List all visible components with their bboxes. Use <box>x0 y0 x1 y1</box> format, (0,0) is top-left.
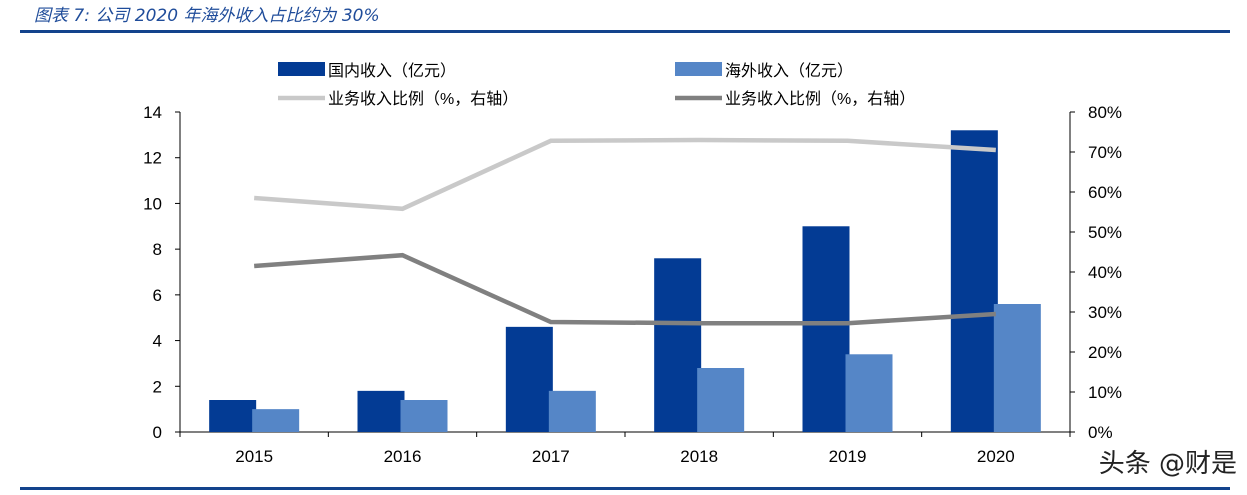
bar-overseas <box>400 400 448 432</box>
x-tick-label: 2020 <box>977 447 1015 466</box>
bar-overseas <box>548 390 596 432</box>
right-tick-label: 50% <box>1088 223 1122 242</box>
right-tick-label: 60% <box>1088 183 1122 202</box>
line-ratio-dark <box>254 252 996 326</box>
figure-title: 图表 7: 公司 2020 年海外收入占比约为 30% <box>34 6 380 26</box>
bar-domestic <box>802 226 850 432</box>
left-tick-label: 14 <box>143 103 162 122</box>
x-tick-label: 2017 <box>532 447 570 466</box>
legend-label: 业务收入比例（%，右轴） <box>725 90 915 108</box>
legend-swatch <box>278 62 325 76</box>
left-tick-label: 4 <box>153 332 162 351</box>
bar-overseas <box>845 354 893 432</box>
x-tick-label: 2015 <box>235 447 273 466</box>
bar-domestic <box>209 400 257 432</box>
right-tick-label: 80% <box>1088 103 1122 122</box>
bar-domestic <box>357 390 405 432</box>
line-ratio-light <box>254 137 996 212</box>
right-tick-label: 70% <box>1088 143 1122 162</box>
left-tick-label: 10 <box>143 194 162 213</box>
x-tick-label: 2018 <box>680 447 718 466</box>
x-tick-label: 2019 <box>829 447 867 466</box>
top-rule <box>20 30 1230 33</box>
legend-label: 国内收入（亿元） <box>328 62 456 80</box>
bar-overseas <box>993 304 1041 432</box>
left-tick-label: 12 <box>143 149 162 168</box>
watermark: 头条 @财是 <box>1098 449 1237 479</box>
right-tick-label: 30% <box>1088 303 1122 322</box>
legend-label: 业务收入比例（%，右轴） <box>328 90 518 108</box>
left-tick-label: 6 <box>153 286 162 305</box>
bar-overseas <box>697 368 745 432</box>
left-tick-label: 2 <box>153 377 162 396</box>
legend-swatch <box>675 62 722 76</box>
x-tick-label: 2016 <box>384 447 422 466</box>
left-tick-label: 0 <box>153 423 162 442</box>
bar-domestic <box>505 326 553 432</box>
left-tick-label: 8 <box>153 240 162 259</box>
right-tick-label: 40% <box>1088 263 1122 282</box>
right-tick-label: 10% <box>1088 383 1122 402</box>
bar-domestic <box>654 258 702 432</box>
right-tick-label: 0% <box>1088 423 1113 442</box>
legend-label: 海外收入（亿元） <box>725 62 853 80</box>
bar-overseas <box>252 409 300 432</box>
bar-domestic <box>950 130 998 433</box>
right-tick-label: 20% <box>1088 343 1122 362</box>
bottom-rule <box>20 487 1230 490</box>
